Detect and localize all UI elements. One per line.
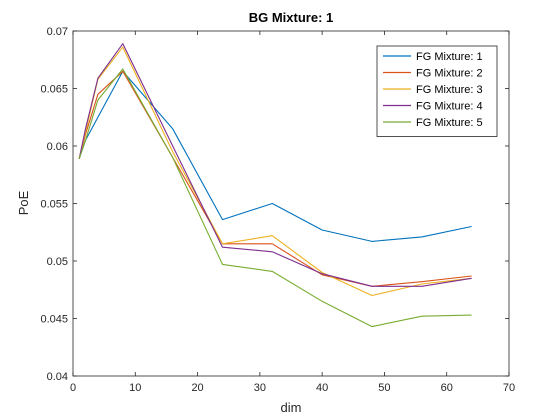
x-tick-label: 70	[503, 382, 515, 394]
series-lines	[78, 43, 472, 328]
x-tick-label: 20	[191, 382, 203, 394]
x-axis-ticks: 0 10 20 30 40 50 60 70	[70, 31, 515, 394]
legend-label: FG Mixture: 4	[416, 101, 483, 113]
legend-label: FG Mixture: 3	[416, 84, 483, 96]
legend-label: FG Mixture: 1	[416, 51, 483, 63]
legend-label: FG Mixture: 2	[416, 68, 483, 80]
y-tick-label: 0.04	[47, 371, 68, 383]
legend: FG Mixture: 1 FG Mixture: 2 FG Mixture: 3 F…	[376, 45, 498, 137]
series-line-fg-mixture-4	[78, 43, 472, 287]
y-tick-label: 0.06	[47, 141, 68, 153]
y-tick-label: 0.07	[47, 26, 68, 38]
series-line-fg-mixture-1	[78, 70, 472, 242]
x-tick-label: 0	[70, 382, 76, 394]
x-tick-label: 60	[441, 382, 453, 394]
x-tick-label: 50	[378, 382, 390, 394]
y-tick-label: 0.045	[40, 314, 68, 326]
chart-title: BG Mixture: 1	[249, 10, 334, 25]
x-tick-label: 40	[316, 382, 328, 394]
x-tick-label: 10	[129, 382, 141, 394]
y-axis-label: PoE	[16, 190, 31, 215]
y-tick-label: 0.05	[47, 256, 68, 268]
y-axis-ticks: 0.04 0.045 0.05 0.055 0.06 0.065 0.07	[40, 26, 509, 383]
y-tick-label: 0.055	[40, 199, 68, 211]
x-axis-label: dim	[281, 400, 302, 415]
legend-label: FG Mixture: 5	[416, 117, 483, 129]
y-tick-label: 0.065	[40, 84, 68, 96]
series-line-fg-mixture-5	[78, 68, 472, 328]
x-tick-label: 30	[254, 382, 266, 394]
